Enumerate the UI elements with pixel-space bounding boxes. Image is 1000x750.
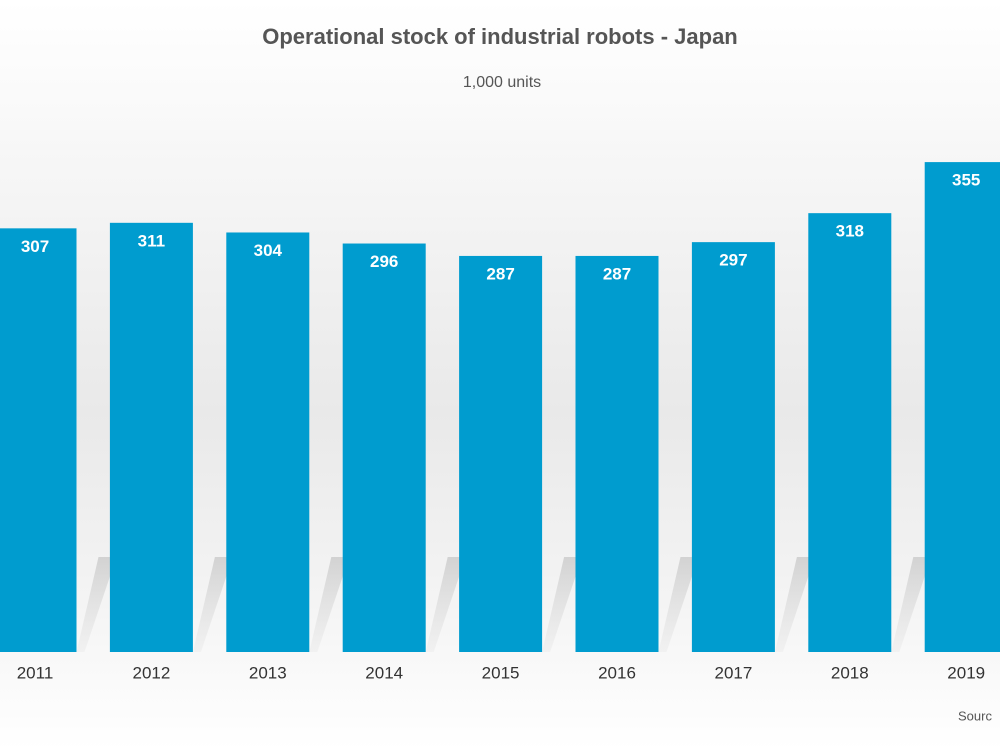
chart-subtitle: 1,000 units xyxy=(463,74,541,91)
x-tick-label: 2016 xyxy=(598,663,636,682)
bar-shadow xyxy=(774,557,815,652)
value-label: 311 xyxy=(138,231,165,250)
bar xyxy=(0,228,77,652)
x-tick-label: 2012 xyxy=(132,663,170,682)
x-tick-label: 2019 xyxy=(947,663,985,682)
source-note: Sourc xyxy=(958,708,992,723)
bar-shadow xyxy=(658,557,699,652)
value-label: 287 xyxy=(486,264,514,283)
x-tick-label: 2011 xyxy=(17,663,54,682)
value-label: 307 xyxy=(21,237,49,256)
bar xyxy=(459,255,543,652)
bar-shadow xyxy=(425,557,466,652)
bar-shadow xyxy=(891,557,932,652)
chart-title: Operational stock of industrial robots -… xyxy=(262,24,738,49)
bar-shadow xyxy=(192,557,233,652)
bar xyxy=(109,222,193,652)
bar xyxy=(808,213,892,652)
bar xyxy=(226,232,310,653)
value-label: 355 xyxy=(952,171,980,190)
x-tick-label: 2018 xyxy=(831,663,869,682)
bar xyxy=(924,162,1000,652)
bar xyxy=(691,242,775,652)
bar xyxy=(342,243,426,652)
bar xyxy=(575,255,659,652)
bar-shadow xyxy=(76,557,117,652)
x-tick-label: 2014 xyxy=(365,663,403,682)
bar-shadow xyxy=(542,557,583,652)
bar-shadow xyxy=(309,557,350,652)
value-label: 304 xyxy=(254,241,283,260)
value-label: 287 xyxy=(603,264,631,283)
x-tick-label: 2015 xyxy=(482,663,520,682)
value-label: 296 xyxy=(370,252,398,271)
x-tick-label: 2017 xyxy=(714,663,752,682)
x-tick-label: 2013 xyxy=(249,663,287,682)
value-label: 297 xyxy=(719,251,747,270)
value-label: 318 xyxy=(836,222,864,241)
